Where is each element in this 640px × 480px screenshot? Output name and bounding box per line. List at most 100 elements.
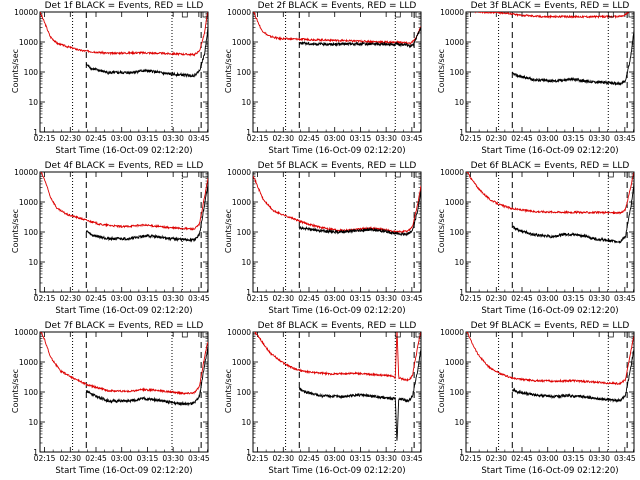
x-axis-label: Start Time (16-Oct-09 02:12:20) (268, 306, 406, 316)
x-tick-label: 03:45 (401, 134, 423, 143)
series-lld-line (40, 12, 208, 57)
corner-marker-box (607, 11, 614, 18)
x-tick-label: 02:30 (59, 294, 81, 303)
y-axis-label: Counts/sec (437, 208, 446, 254)
x-tick-label: 03:30 (162, 134, 184, 143)
chart-title: Det 4f BLACK = Events, RED = LLD (44, 161, 204, 171)
y-tick-label: 10000 (14, 8, 38, 17)
y-tick-label: 1 (459, 448, 464, 457)
x-tick-label: 03:30 (588, 454, 610, 463)
y-axis-label: Counts/sec (11, 48, 20, 94)
x-tick-label: 03:00 (324, 454, 346, 463)
x-tick-label: 03:15 (137, 454, 159, 463)
y-axis-label: Counts/sec (224, 48, 233, 94)
x-tick-label: 02:30 (59, 134, 81, 143)
x-tick-label: 02:30 (272, 294, 294, 303)
plot-area (253, 12, 421, 132)
x-tick-label: 02:30 (59, 454, 81, 463)
corner-marker-box (181, 331, 188, 338)
series-events-line (85, 28, 208, 78)
y-tick-label: 10000 (440, 168, 464, 177)
chart-panel-2: 1 10 100 1000 10000 02:15 02:30 02:45 03:00 03:15… (213, 0, 426, 160)
x-tick-label: 03:00 (111, 134, 133, 143)
x-tick-label: 02:15 (247, 134, 269, 143)
x-tick-label: 03:15 (563, 134, 585, 143)
y-tick-label: 100 (237, 68, 252, 77)
y-tick-label: 1000 (445, 38, 464, 47)
y-tick-label: 100 (24, 68, 39, 77)
corner-marker-box (394, 11, 401, 18)
y-tick-label: 1000 (232, 358, 251, 367)
x-tick-label: 03:00 (537, 454, 559, 463)
x-tick-label: 03:00 (537, 134, 559, 143)
x-tick-label: 03:30 (375, 134, 397, 143)
series-lld-line (253, 12, 421, 45)
chart-panel-5: 1 10 100 1000 10000 02:15 02:30 02:45 03:00 03:15… (213, 160, 426, 320)
x-tick-label: 02:30 (485, 134, 507, 143)
x-tick-label: 02:15 (460, 454, 482, 463)
corner-marker-box (202, 331, 209, 338)
chart-panel-8: 1 10 100 1000 10000 02:15 02:30 02:45 03:00 03:15… (213, 320, 426, 480)
x-tick-label: 02:15 (34, 454, 56, 463)
series-events-line (85, 346, 208, 407)
x-tick-label: 03:15 (563, 454, 585, 463)
y-tick-label: 1000 (19, 198, 38, 207)
series-events-line (512, 348, 634, 403)
x-tick-label: 03:15 (350, 134, 372, 143)
series-events-line (85, 184, 208, 243)
plot-area (466, 332, 634, 452)
x-axis-label: Start Time (16-Oct-09 02:12:20) (55, 466, 193, 476)
chart-title: Det 3f BLACK = Events, RED = LLD (470, 1, 630, 11)
x-axis-label: Start Time (16-Oct-09 02:12:20) (481, 146, 619, 156)
series-lld-line (253, 175, 421, 234)
corner-marker-box (628, 11, 635, 18)
plot-frame (39, 171, 209, 293)
x-tick-label: 03:30 (588, 134, 610, 143)
y-tick-label: 10 (28, 258, 38, 267)
chart-title: Det 5f BLACK = Events, RED = LLD (257, 161, 417, 171)
x-tick-label: 02:45 (511, 134, 533, 143)
chart-title: Det 2f BLACK = Events, RED = LLD (257, 1, 417, 11)
y-axis-label: Counts/sec (11, 208, 20, 254)
x-tick-label: 03:00 (537, 294, 559, 303)
y-axis-label: Counts/sec (11, 368, 20, 414)
x-tick-label: 03:15 (350, 294, 372, 303)
corner-marker-box (394, 331, 401, 338)
x-axis-label: Start Time (16-Oct-09 02:12:20) (268, 146, 406, 156)
x-tick-label: 03:45 (188, 294, 210, 303)
x-tick-label: 03:45 (401, 294, 423, 303)
series-lld-line (40, 172, 208, 231)
y-tick-label: 1 (33, 288, 38, 297)
series-lld-line (466, 172, 634, 215)
y-tick-label: 1 (459, 288, 464, 297)
chart-svg: 1 10 100 1000 10000 02:15 02:30 02:45 03:00 03:15… (440, 168, 636, 303)
corner-marker-box (415, 331, 422, 338)
y-tick-label: 10000 (14, 168, 38, 177)
plot-frame (252, 331, 422, 453)
y-tick-label: 1 (246, 448, 251, 457)
x-tick-label: 02:45 (298, 134, 320, 143)
x-axis-label: Start Time (16-Oct-09 02:12:20) (481, 466, 619, 476)
y-tick-label: 100 (450, 68, 465, 77)
x-tick-label: 03:00 (324, 134, 346, 143)
x-tick-label: 03:45 (188, 454, 210, 463)
y-tick-label: 10 (454, 98, 464, 107)
x-tick-label: 02:45 (511, 454, 533, 463)
corner-marker-box (607, 331, 614, 338)
y-tick-label: 1 (246, 288, 251, 297)
corner-marker-box (181, 171, 188, 178)
x-tick-label: 03:30 (375, 454, 397, 463)
x-tick-label: 02:15 (247, 454, 269, 463)
x-tick-label: 03:00 (111, 294, 133, 303)
y-tick-label: 100 (450, 388, 465, 397)
chart-panel-9: 1 10 100 1000 10000 02:15 02:30 02:45 03:00 03:15… (426, 320, 639, 480)
y-tick-label: 10 (454, 418, 464, 427)
y-tick-label: 100 (237, 228, 252, 237)
series-events-line (298, 26, 421, 49)
x-tick-label: 02:15 (460, 294, 482, 303)
x-tick-label: 03:45 (401, 454, 423, 463)
x-axis-label: Start Time (16-Oct-09 02:12:20) (55, 306, 193, 316)
y-tick-label: 10000 (227, 328, 251, 337)
x-tick-label: 02:45 (298, 454, 320, 463)
